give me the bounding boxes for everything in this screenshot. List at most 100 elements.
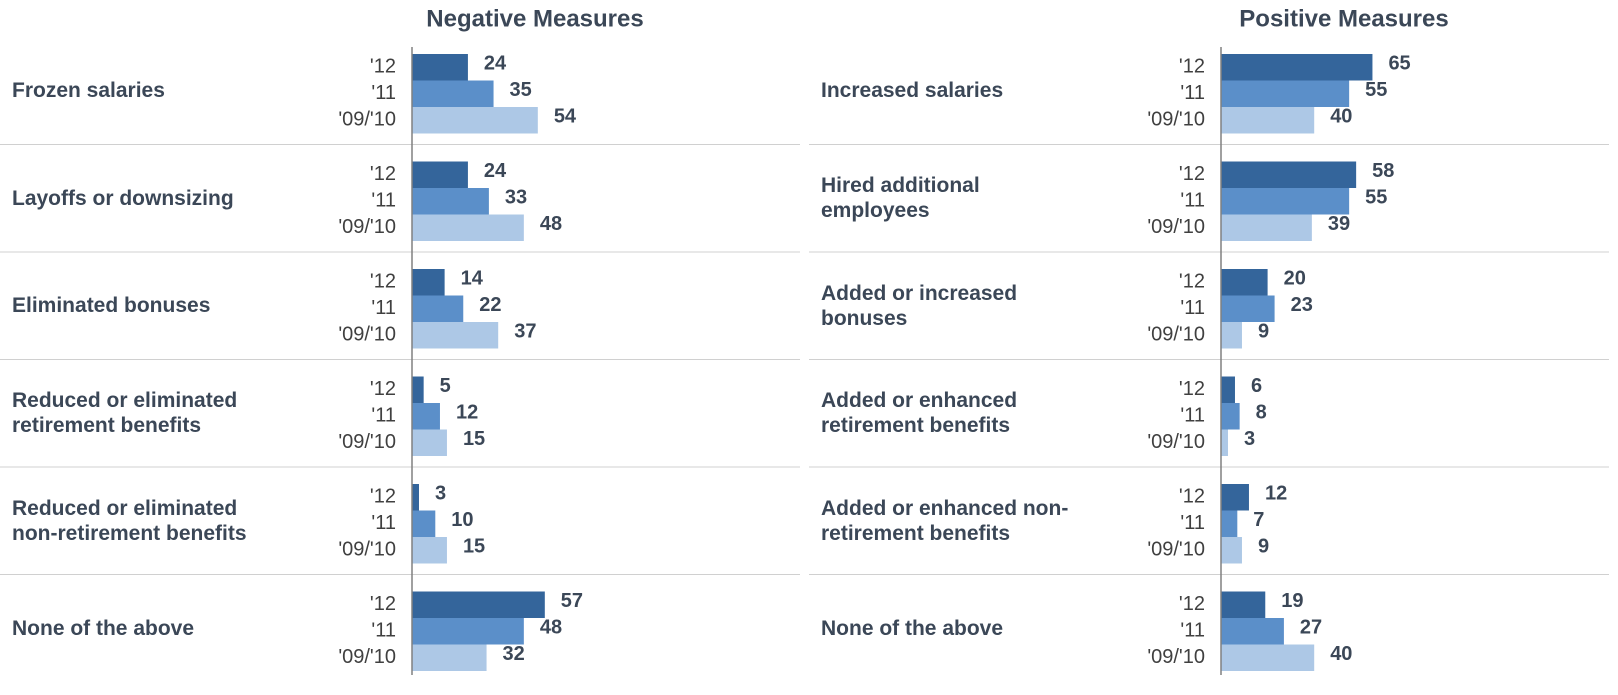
category-label: Reduced or eliminated retirement benefit… — [12, 389, 238, 437]
value-label: 48 — [540, 617, 562, 639]
series-label: '09/'10 — [338, 216, 396, 238]
value-label: 48 — [540, 213, 562, 235]
series-label: '12 — [1179, 271, 1205, 293]
series-label: '11 — [1180, 190, 1205, 212]
bar — [412, 484, 419, 511]
series-label: '12 — [1179, 163, 1205, 185]
series-label: '11 — [371, 405, 396, 427]
value-label: 37 — [514, 321, 536, 343]
value-label: 22 — [479, 294, 501, 316]
category-label: Layoffs or downsizing — [12, 186, 234, 210]
series-label: '09/'10 — [1147, 431, 1205, 453]
value-label: 8 — [1256, 402, 1267, 424]
chart-title: Positive Measures — [1239, 5, 1448, 32]
series-label: '12 — [370, 56, 396, 78]
series-label: '11 — [371, 620, 396, 642]
value-label: 39 — [1328, 213, 1350, 235]
series-label: '12 — [370, 593, 396, 615]
bar — [412, 107, 538, 134]
value-label: 20 — [1284, 268, 1306, 290]
value-label: 7 — [1253, 509, 1264, 531]
value-label: 40 — [1330, 643, 1352, 665]
bar — [412, 322, 499, 349]
series-label: '09/'10 — [338, 539, 396, 561]
value-label: 15 — [463, 428, 485, 450]
series-label: '09/'10 — [338, 324, 396, 346]
category-label: Reduced or eliminated non-retirement ben… — [12, 496, 247, 545]
bar — [1221, 484, 1249, 511]
value-label: 3 — [435, 483, 446, 505]
category-label: None of the above — [12, 616, 195, 640]
bar — [1221, 510, 1238, 537]
series-label: '11 — [1180, 620, 1205, 642]
category-label: None of the above — [821, 616, 1004, 640]
category-label: Hired additional employees — [821, 174, 980, 222]
value-label: 15 — [463, 536, 485, 558]
bar — [412, 295, 464, 322]
series-label: '09/'10 — [338, 646, 396, 668]
bar — [1221, 80, 1350, 107]
value-label: 10 — [451, 509, 473, 531]
bar — [1221, 403, 1240, 430]
series-label: '09/'10 — [1147, 109, 1205, 131]
value-label: 9 — [1258, 321, 1269, 343]
value-label: 12 — [456, 402, 478, 424]
bar — [412, 269, 445, 296]
value-label: 23 — [1291, 294, 1313, 316]
value-label: 3 — [1244, 428, 1255, 450]
category-label: Eliminated bonuses — [12, 294, 211, 317]
series-label: '11 — [1180, 297, 1205, 319]
series-label: '09/'10 — [338, 109, 396, 131]
bar — [412, 188, 489, 215]
value-label: 9 — [1258, 536, 1269, 558]
bar — [412, 429, 447, 456]
bar — [1221, 269, 1268, 296]
value-label: 6 — [1251, 375, 1262, 397]
bar — [412, 161, 468, 188]
chart-title: Negative Measures — [426, 5, 643, 32]
bar — [1221, 214, 1312, 241]
series-label: '09/'10 — [338, 431, 396, 453]
value-label: 40 — [1330, 106, 1352, 128]
series-label: '12 — [1179, 593, 1205, 615]
value-label: 24 — [484, 160, 507, 182]
bar — [412, 618, 524, 645]
series-label: '12 — [1179, 378, 1205, 400]
series-label: '11 — [1180, 512, 1205, 534]
bar — [1221, 107, 1315, 134]
value-label: 35 — [510, 79, 532, 101]
series-label: '09/'10 — [1147, 216, 1205, 238]
value-label: 32 — [503, 643, 525, 665]
series-label: '12 — [370, 271, 396, 293]
value-label: 54 — [554, 106, 577, 128]
bar — [412, 644, 487, 671]
series-label: '12 — [1179, 56, 1205, 78]
value-label: 5 — [440, 375, 451, 397]
value-label: 27 — [1300, 617, 1322, 639]
value-label: 57 — [561, 590, 583, 612]
category-label: Added or enhanced retirement benefits — [821, 389, 1018, 437]
bar — [412, 537, 447, 564]
bar — [412, 403, 440, 430]
category-label: Frozen salaries — [12, 79, 165, 102]
category-label: Increased salaries — [821, 79, 1004, 102]
value-label: 24 — [484, 53, 507, 75]
series-label: '11 — [371, 512, 396, 534]
bar — [1221, 54, 1373, 81]
value-label: 55 — [1365, 187, 1387, 209]
bar — [1221, 591, 1266, 618]
series-label: '11 — [1180, 405, 1205, 427]
bar — [412, 591, 545, 618]
series-label: '11 — [371, 297, 396, 319]
category-label: Added or increased bonuses — [821, 281, 1018, 330]
series-label: '09/'10 — [1147, 324, 1205, 346]
bar — [1221, 295, 1275, 322]
bar — [412, 214, 524, 241]
category-label: Added or enhanced non-retirement benefit… — [821, 496, 1069, 545]
series-label: '11 — [371, 82, 396, 104]
value-label: 58 — [1372, 160, 1394, 182]
bar — [1221, 537, 1242, 564]
series-label: '12 — [370, 378, 396, 400]
